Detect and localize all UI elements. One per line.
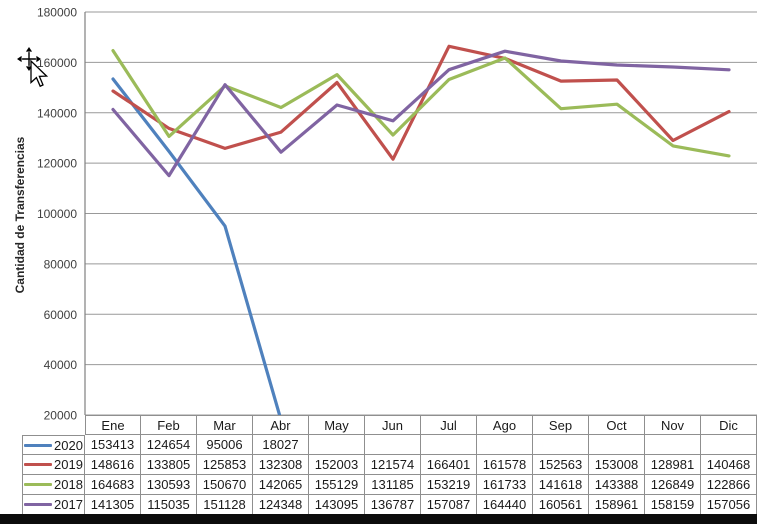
month-header-ago: Ago bbox=[477, 415, 533, 435]
month-header-ene: Ene bbox=[85, 415, 141, 435]
table-cell: 124654 bbox=[141, 435, 197, 455]
month-header-jul: Jul bbox=[421, 415, 477, 435]
table-cell: 155129 bbox=[309, 475, 365, 495]
legend-year-label: 2020 bbox=[54, 437, 83, 453]
y-tick-label: 160000 bbox=[37, 56, 77, 70]
table-cell: 121574 bbox=[365, 455, 421, 475]
table-cell: 141305 bbox=[85, 495, 141, 515]
table-corner-spacer bbox=[22, 415, 85, 435]
table-cell bbox=[477, 435, 533, 455]
legend-marker-2019 bbox=[24, 463, 53, 466]
window-edge-bar bbox=[0, 514, 757, 524]
table-cell: 160561 bbox=[533, 495, 589, 515]
legend-2019[interactable]: 2019 bbox=[22, 455, 85, 475]
table-cell: 142065 bbox=[253, 475, 309, 495]
legend-year-label: 2017 bbox=[54, 497, 83, 512]
chart-data-table: Ene Feb Mar Abr May Jun Jul Ago Sep Oct Nov Dic 2020… bbox=[22, 415, 757, 515]
y-tick-label: 20000 bbox=[44, 409, 78, 421]
y-tick-label: 140000 bbox=[37, 106, 77, 120]
table-cell: 164683 bbox=[85, 475, 141, 495]
table-cell bbox=[701, 435, 757, 455]
table-cell: 148616 bbox=[85, 455, 141, 475]
y-tick-label: 80000 bbox=[44, 257, 78, 271]
month-header-dic: Dic bbox=[701, 415, 757, 435]
legend-year-label: 2018 bbox=[54, 477, 83, 492]
table-cell: 150670 bbox=[197, 475, 253, 495]
legend-marker-2017 bbox=[24, 503, 53, 506]
table-cell: 140468 bbox=[701, 455, 757, 475]
table-cell: 143388 bbox=[589, 475, 645, 495]
table-cell: 124348 bbox=[253, 495, 309, 515]
table-cell bbox=[309, 435, 365, 455]
series-line-2017[interactable] bbox=[111, 49, 731, 178]
table-cell: 141618 bbox=[533, 475, 589, 495]
table-cell: 115035 bbox=[141, 495, 197, 515]
month-header-may: May bbox=[309, 415, 365, 435]
legend-2018[interactable]: 2018 bbox=[22, 475, 85, 495]
table-cell bbox=[533, 435, 589, 455]
table-cell: 130593 bbox=[141, 475, 197, 495]
table-cell: 158159 bbox=[645, 495, 701, 515]
table-cell: 136787 bbox=[365, 495, 421, 515]
legend-marker-2020 bbox=[24, 443, 53, 447]
table-cell: 131185 bbox=[365, 475, 421, 495]
series-line-2019[interactable] bbox=[111, 44, 731, 161]
series-line-2020[interactable] bbox=[111, 77, 282, 420]
table-cell: 133805 bbox=[141, 455, 197, 475]
table-cell: 126849 bbox=[645, 475, 701, 495]
y-tick-label: 100000 bbox=[37, 207, 77, 221]
table-cell: 166401 bbox=[421, 455, 477, 475]
table-cell: 153413 bbox=[85, 435, 141, 455]
month-header-mar: Mar bbox=[197, 415, 253, 435]
table-cell: 153219 bbox=[421, 475, 477, 495]
table-cell bbox=[589, 435, 645, 455]
month-header-abr: Abr bbox=[253, 415, 309, 435]
table-cell: 122866 bbox=[701, 475, 757, 495]
table-cell: 161733 bbox=[477, 475, 533, 495]
table-cell: 157087 bbox=[421, 495, 477, 515]
table-cell: 18027 bbox=[253, 435, 309, 455]
legend-2020[interactable]: 2020 bbox=[22, 435, 85, 455]
table-cell: 125853 bbox=[197, 455, 253, 475]
table-cell bbox=[421, 435, 477, 455]
table-cell: 151128 bbox=[197, 495, 253, 515]
table-cell: 158961 bbox=[589, 495, 645, 515]
month-header-sep: Sep bbox=[533, 415, 589, 435]
y-tick-label: 60000 bbox=[44, 308, 78, 322]
table-cell bbox=[365, 435, 421, 455]
month-header-nov: Nov bbox=[645, 415, 701, 435]
y-tick-label: 180000 bbox=[37, 6, 77, 20]
month-header-feb: Feb bbox=[141, 415, 197, 435]
table-cell: 161578 bbox=[477, 455, 533, 475]
table-cell: 132308 bbox=[253, 455, 309, 475]
table-cell: 157056 bbox=[701, 495, 757, 515]
table-cell: 95006 bbox=[197, 435, 253, 455]
month-header-jun: Jun bbox=[365, 415, 421, 435]
y-tick-label: 120000 bbox=[37, 157, 77, 171]
legend-year-label: 2019 bbox=[54, 457, 83, 472]
month-header-oct: Oct bbox=[589, 415, 645, 435]
y-axis-title: Cantidad de Transferencias bbox=[13, 136, 27, 294]
table-cell: 128981 bbox=[645, 455, 701, 475]
table-cell: 153008 bbox=[589, 455, 645, 475]
legend-marker-2018 bbox=[24, 483, 53, 486]
line-chart[interactable]: 180000 160000 140000 120000 100000 80000 60000… bbox=[0, 0, 757, 420]
table-cell: 164440 bbox=[477, 495, 533, 515]
y-tick-label: 40000 bbox=[44, 358, 78, 372]
table-cell: 143095 bbox=[309, 495, 365, 515]
table-cell: 152563 bbox=[533, 455, 589, 475]
table-cell: 152003 bbox=[309, 455, 365, 475]
series-line-2018[interactable] bbox=[111, 49, 731, 158]
table-cell bbox=[645, 435, 701, 455]
legend-2017[interactable]: 2017 bbox=[22, 495, 85, 515]
